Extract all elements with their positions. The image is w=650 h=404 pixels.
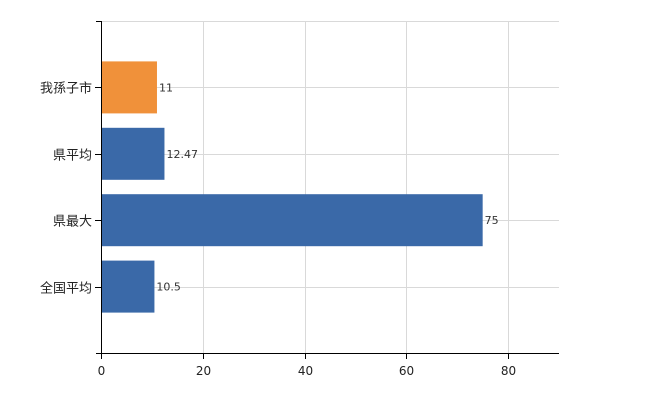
y-tick-label: 県平均 — [53, 149, 92, 164]
bar-value-label: 12.47 — [166, 148, 198, 161]
bar-value-label: 10.5 — [156, 281, 181, 294]
bar — [102, 61, 157, 114]
grid-layer — [101, 21, 559, 353]
y-tick-label: 県最大 — [53, 215, 92, 230]
y-tick-label: 我孫子市 — [40, 81, 92, 97]
x-tick-label: 0 — [98, 364, 106, 378]
bar-layer — [102, 61, 483, 313]
x-tick-label: 60 — [399, 364, 414, 378]
bar — [102, 260, 155, 313]
bar-value-label: 11 — [159, 81, 173, 94]
x-tick-label: 20 — [196, 364, 211, 378]
bar — [102, 194, 483, 247]
axis-layer — [95, 21, 559, 359]
bar — [102, 127, 165, 180]
bar-value-label: 75 — [485, 214, 499, 227]
x-tick-label: 40 — [298, 364, 313, 378]
x-tick-label: 80 — [501, 364, 516, 378]
y-tick-label: 全国平均 — [40, 281, 92, 297]
